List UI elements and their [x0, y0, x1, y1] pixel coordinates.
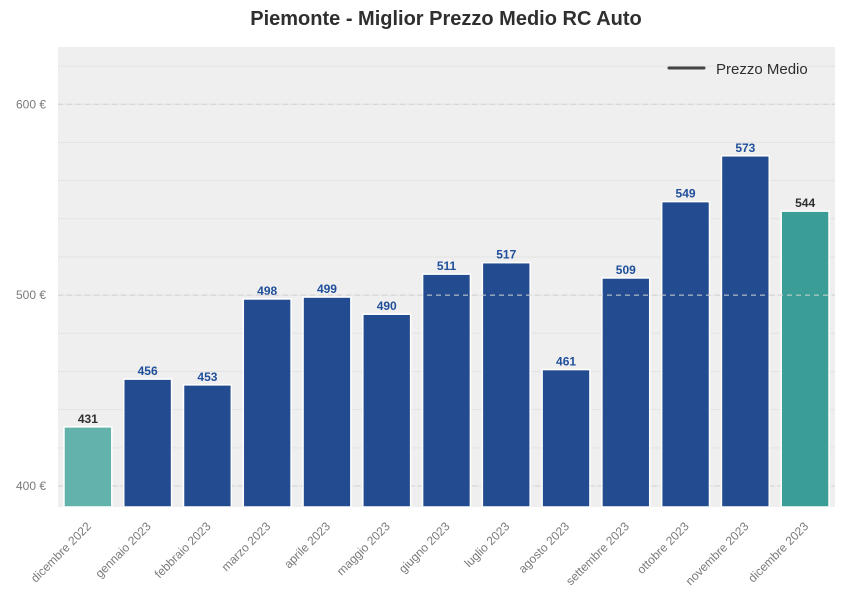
data-label: 499: [317, 282, 337, 296]
bar: [481, 261, 531, 508]
y-tick-label: 400 €: [16, 479, 46, 493]
bar: [541, 368, 591, 508]
data-label: 549: [676, 187, 696, 201]
legend-label: Prezzo Medio: [716, 61, 808, 78]
bar: [601, 277, 651, 508]
bars-layer: [63, 155, 830, 508]
x-tick-label: settembre 2023: [563, 519, 632, 588]
labels-layer: 431 456 453 498 499 490 511 517 461 509 549 573 544: [78, 141, 816, 426]
x-tick-label: ottobre 2023: [634, 519, 692, 577]
x-tick-label: giugno 2023: [396, 519, 453, 576]
data-label: 509: [616, 263, 636, 277]
data-label: 498: [257, 284, 277, 298]
x-tick-label: agosto 2023: [516, 519, 573, 576]
bar: [63, 426, 113, 508]
x-tick-label: luglio 2023: [461, 519, 512, 570]
x-tick-label: gennaio 2023: [92, 519, 154, 581]
x-tick-label: marzo 2023: [219, 519, 274, 574]
data-label: 544: [795, 196, 815, 210]
y-tick-label: 600 €: [16, 97, 46, 111]
bar: [362, 313, 412, 508]
x-tick-label: dicembre 2022: [28, 519, 94, 585]
data-label: 431: [78, 412, 98, 426]
data-label: 461: [556, 355, 576, 369]
data-label: 490: [377, 299, 397, 313]
bar: [780, 210, 830, 508]
data-label: 511: [437, 259, 457, 273]
data-label: 573: [735, 141, 755, 155]
x-tick-label: novembre 2023: [683, 519, 752, 588]
x-tick-label: febbraio 2023: [152, 519, 214, 581]
bar: [660, 200, 711, 508]
x-tick-label: maggio 2023: [334, 519, 393, 578]
bar: [302, 296, 352, 508]
x-tick-label: dicembre 2023: [745, 519, 811, 585]
data-label: 453: [197, 370, 217, 384]
bar: [720, 155, 771, 508]
bar: [122, 378, 173, 508]
bar: [242, 298, 292, 508]
bar: [421, 273, 472, 508]
bar: [182, 384, 233, 508]
y-tick-label: 500 €: [16, 288, 46, 302]
data-label: 456: [138, 364, 158, 378]
x-tick-label: aprile 2023: [281, 519, 333, 571]
chart-title: Piemonte - Miglior Prezzo Medio RC Auto: [250, 8, 641, 30]
legend: Prezzo Medio: [667, 61, 808, 78]
data-label: 517: [496, 248, 516, 262]
